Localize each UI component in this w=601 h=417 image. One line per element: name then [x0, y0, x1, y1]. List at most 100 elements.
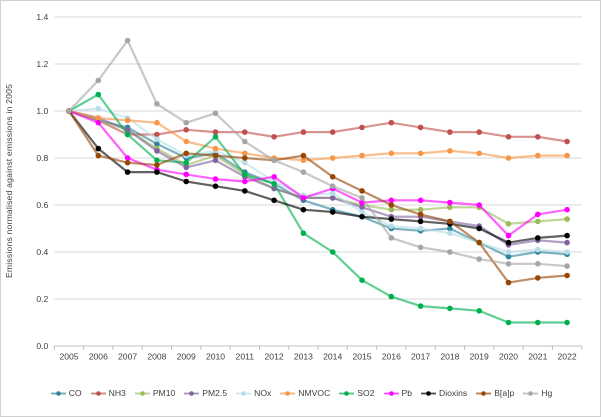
x-tick-label-2022: 2022	[558, 352, 577, 362]
data-point-pm25-2009	[183, 164, 189, 171]
data-point-dioxins-2012	[271, 197, 277, 204]
legend-label-pm25: PM2.5	[202, 388, 228, 398]
legend-item-nox: NOx	[236, 388, 271, 398]
data-point-nh3-2013	[300, 129, 307, 135]
series-line-pm25	[68, 109, 568, 246]
y-tick-label: 0.6	[36, 200, 48, 210]
chart-legend: CO NH3 PM10 PM2.5 NOx NMVOC SO2 Pb Dioxins B[a]p H…	[1, 388, 601, 398]
data-point-nh3-2008	[154, 131, 160, 138]
legend-item-dioxins: Dioxins	[421, 388, 467, 398]
data-point-nh3-2022	[564, 138, 570, 145]
legend-marker-pb	[383, 390, 399, 396]
data-point-so2-2012	[271, 181, 277, 187]
legend-marker-dioxins	[421, 390, 437, 396]
y-axis-title: Emissions normalised against emissions i…	[4, 83, 14, 279]
data-point-nh3-2014	[329, 129, 336, 135]
data-point-hg-2013	[300, 169, 307, 175]
data-point-dioxins-2016	[388, 216, 395, 222]
data-point-pm10-2020	[505, 221, 512, 227]
data-point-hg-2020	[505, 261, 512, 267]
data-point-nh3-2011	[242, 129, 248, 135]
data-point-nmvoc-2008	[154, 119, 160, 126]
data-point-dioxins-2007	[124, 169, 131, 175]
data-point-nox-2020	[505, 249, 512, 255]
data-point-pb-2021	[535, 211, 541, 218]
y-tick-label: 1.2	[36, 59, 48, 69]
data-point-hg-2022	[564, 263, 570, 269]
data-point-dioxins-2006	[95, 145, 102, 152]
y-tick-label: 1.4	[36, 12, 48, 22]
data-point-hg-2010	[212, 110, 219, 117]
data-point-nox-2014	[329, 190, 336, 196]
data-point-pm25-2022	[564, 239, 570, 246]
x-tick-label-2016: 2016	[382, 352, 401, 362]
data-point-so2-2010	[212, 134, 219, 140]
legend-label-hg: Hg	[541, 388, 553, 398]
legend-label-nh3: NH3	[108, 388, 126, 398]
legend-item-bap: B[a]p	[476, 388, 514, 398]
data-point-nox-2011	[242, 159, 248, 166]
data-point-nmvoc-2007	[124, 117, 131, 124]
x-tick-label-2018: 2018	[440, 352, 459, 362]
legend-item-hg: Hg	[523, 388, 552, 398]
series-line-nox	[68, 107, 568, 254]
data-point-nox-2016	[388, 223, 395, 229]
series-dioxins	[66, 108, 570, 246]
data-point-nmvoc-2006	[95, 115, 102, 121]
data-point-so2-2011	[242, 171, 248, 178]
data-point-hg-2012	[271, 157, 277, 164]
x-tick-label-2008: 2008	[147, 352, 166, 362]
data-point-pm25-2014	[329, 195, 336, 201]
data-point-hg-2015	[359, 195, 365, 201]
data-point-so2-2008	[154, 157, 160, 164]
legend-label-pm10: PM10	[152, 388, 176, 398]
legend-item-nh3: NH3	[90, 388, 126, 398]
data-point-nox-2017	[417, 225, 424, 232]
data-point-so2-2006	[95, 91, 102, 98]
legend-marker-pm10	[134, 390, 150, 396]
data-point-dioxins-2014	[329, 209, 336, 215]
data-point-nmvoc-2011	[242, 150, 248, 157]
data-point-hg-2018	[447, 249, 453, 255]
data-point-nox-2018	[447, 230, 453, 236]
x-tick-label-2007: 2007	[118, 352, 137, 362]
series-so2	[66, 91, 570, 326]
x-tick-label-2006: 2006	[89, 352, 108, 362]
data-point-bap-2017	[417, 211, 424, 218]
data-point-nmvoc-2013	[300, 157, 307, 164]
data-point-nox-2015	[359, 209, 365, 215]
data-point-so2-2017	[417, 303, 424, 309]
legend-marker-co	[50, 390, 66, 396]
data-point-nox-2021	[535, 246, 541, 253]
data-point-bap-2010	[212, 152, 219, 159]
data-point-co-2020	[505, 253, 512, 260]
data-point-so2-2007	[124, 131, 131, 138]
data-point-nh3-2009	[183, 127, 189, 133]
data-point-pb-2006	[95, 119, 102, 126]
series-nox	[66, 105, 570, 255]
data-point-hg-2014	[329, 183, 336, 189]
data-point-nh3-2012	[271, 134, 277, 140]
data-point-hg-2017	[417, 244, 424, 251]
data-point-so2-2018	[447, 305, 453, 312]
x-tick-label-2019: 2019	[470, 352, 489, 362]
legend-item-nmvoc: NMVOC	[280, 388, 330, 398]
legend-label-dioxins: Dioxins	[439, 388, 468, 398]
data-point-nmvoc-2019	[476, 150, 483, 157]
data-point-pb-2016	[388, 197, 395, 204]
data-point-so2-2016	[388, 293, 395, 300]
data-point-pm25-2010	[212, 157, 219, 164]
x-tick-label-2009: 2009	[177, 352, 196, 362]
x-tick-label-2011: 2011	[236, 352, 255, 362]
x-tick-label-2015: 2015	[352, 352, 371, 362]
series-hg	[66, 37, 570, 269]
data-point-bap-2022	[564, 272, 570, 279]
data-point-dioxins-2008	[154, 169, 160, 175]
series-line-dioxins	[68, 110, 568, 244]
x-tick-label-2020: 2020	[499, 352, 518, 362]
data-point-pm10-2021	[535, 218, 541, 225]
x-tick-label-2005: 2005	[59, 352, 78, 362]
data-point-pb-2013	[300, 195, 307, 201]
data-point-pb-2017	[417, 197, 424, 204]
